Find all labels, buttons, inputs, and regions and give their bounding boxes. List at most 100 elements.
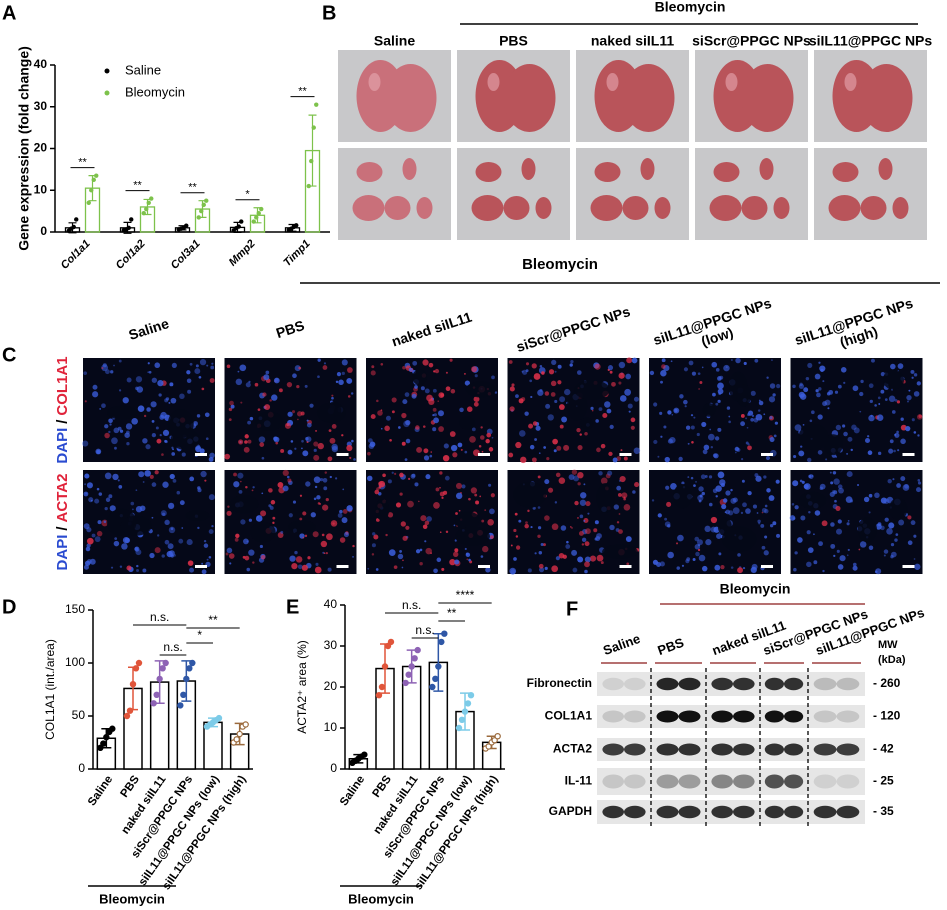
- tissue-speck: [580, 492, 587, 499]
- tissue-speck: [327, 567, 332, 572]
- tissue-speck: [309, 403, 314, 408]
- tissue-speck: [304, 534, 308, 538]
- tissue-speck: [625, 536, 632, 543]
- tissue-speck: [491, 375, 495, 380]
- tissue-speck: [426, 394, 433, 402]
- tissue-speck: [235, 533, 240, 539]
- tissue-speck: [607, 365, 614, 371]
- tissue-speck: [155, 426, 159, 430]
- tissue-speck: [234, 537, 239, 542]
- tissue-speck: [84, 400, 87, 403]
- data-point: [149, 196, 154, 201]
- tissue-speck: [404, 458, 408, 462]
- column-label: PBS: [274, 317, 306, 341]
- tissue-speck: [442, 454, 450, 462]
- tissue-speck: [453, 551, 459, 557]
- tissue-speck: [667, 551, 674, 559]
- data-point: [432, 675, 439, 683]
- data-point: [129, 681, 137, 688]
- lung-highlight: [368, 73, 381, 91]
- band: [602, 774, 624, 789]
- protein-label: COL1A1: [545, 709, 593, 723]
- tissue-speck: [574, 500, 579, 506]
- tissue-speck: [491, 436, 494, 439]
- tissue-speck: [613, 504, 619, 510]
- tissue-speck: [265, 370, 270, 375]
- tissue-speck: [836, 549, 840, 553]
- scale-bar: [619, 565, 632, 568]
- tissue-speck: [732, 497, 738, 503]
- tissue-speck: [108, 430, 111, 434]
- row-label: DAPI / ACTA2: [54, 474, 71, 571]
- tissue-speck: [559, 396, 566, 403]
- tissue-speck: [758, 400, 764, 406]
- tissue-speck: [405, 420, 411, 426]
- tissue-speck: [745, 508, 751, 514]
- tissue-speck: [487, 518, 494, 526]
- data-point: [438, 638, 445, 646]
- tissue-speck: [257, 408, 261, 412]
- tissue-speck: [189, 362, 193, 366]
- tissue-speck: [761, 507, 767, 513]
- tissue-speck: [135, 489, 138, 492]
- airspace: [799, 491, 827, 510]
- significance-label: **: [298, 86, 307, 98]
- tissue-speck: [584, 556, 591, 563]
- data-point: [215, 714, 223, 722]
- tissue-speck: [233, 472, 237, 477]
- tissue-speck: [169, 473, 175, 480]
- airspace: [454, 511, 481, 530]
- tissue-speck: [773, 434, 777, 438]
- tissue-speck: [584, 541, 590, 547]
- tissue-speck: [528, 423, 534, 429]
- tissue-speck: [888, 395, 896, 403]
- tissue-speck: [86, 527, 92, 533]
- tissue-speck: [699, 381, 703, 385]
- tissue-speck: [539, 388, 543, 392]
- tissue-speck: [454, 548, 459, 553]
- tissue-speck: [833, 554, 836, 557]
- lung-lobe: [535, 197, 552, 219]
- tissue-speck: [422, 359, 429, 366]
- tissue-speck: [858, 548, 861, 551]
- tissue-speck: [179, 393, 185, 399]
- stain-label: DAPI: [54, 428, 71, 464]
- tissue-speck: [834, 390, 839, 394]
- tissue-speck: [299, 494, 303, 497]
- tissue-speck: [839, 555, 846, 562]
- tissue-speck: [730, 488, 733, 492]
- tissue-speck: [846, 554, 849, 557]
- tissue-speck: [763, 475, 767, 479]
- tissue-speck: [594, 520, 599, 525]
- tissue-speck: [297, 418, 299, 421]
- photo: [457, 148, 570, 240]
- tissue-speck: [751, 414, 755, 417]
- tissue-speck: [245, 485, 248, 489]
- tissue-speck: [294, 550, 298, 555]
- tissue-speck: [159, 414, 165, 420]
- tissue-speck: [765, 456, 771, 461]
- tissue-speck: [887, 478, 892, 484]
- data-point: [141, 211, 146, 216]
- tissue-speck: [430, 451, 433, 453]
- tissue-speck: [864, 437, 871, 444]
- tissue-speck: [310, 512, 316, 518]
- tissue-speck: [683, 399, 688, 405]
- tissue-speck: [699, 494, 703, 498]
- tissue-speck: [884, 398, 888, 401]
- scale-bar: [619, 453, 632, 456]
- column-label-line: siScr@PPGC NPs: [514, 303, 632, 355]
- data-point: [89, 188, 94, 193]
- scale-bar: [902, 565, 915, 568]
- tissue-speck: [82, 440, 89, 447]
- tissue-speck: [750, 417, 754, 422]
- tissue-speck: [244, 434, 249, 439]
- lung-lobe: [590, 195, 623, 221]
- tissue-speck: [892, 478, 895, 481]
- tissue-speck: [867, 450, 873, 456]
- tissue-speck: [378, 480, 386, 488]
- tissue-speck: [808, 474, 812, 479]
- airspace: [857, 517, 878, 543]
- tissue-speck: [561, 416, 568, 423]
- tissue-speck: [490, 493, 495, 498]
